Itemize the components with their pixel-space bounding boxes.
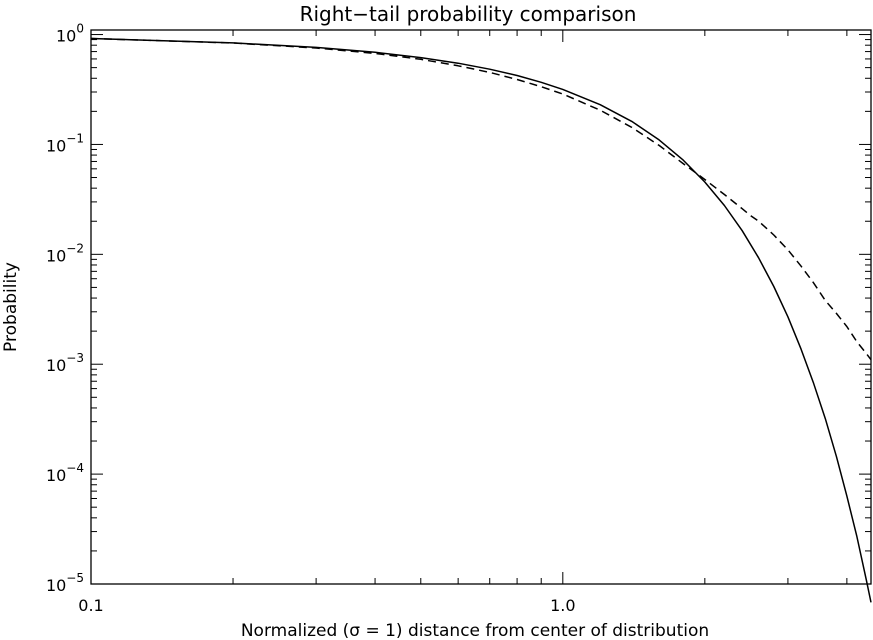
axis-tick-labels: 0.1 1.0 100 10−1 10−2 10−3 10−4 10−5 bbox=[46, 22, 576, 615]
y-tick-label: 10−4 bbox=[46, 461, 84, 485]
y-tick-label: 10−3 bbox=[46, 351, 84, 375]
y-tick-label: 10−2 bbox=[46, 241, 84, 265]
x-tick-label: 0.1 bbox=[78, 596, 103, 615]
chart-title: Right−tail probability comparison bbox=[300, 2, 637, 26]
x-axis-title: Normalized (σ = 1) distance from center … bbox=[241, 621, 709, 640]
y-tick-label: 100 bbox=[56, 22, 84, 46]
y-axis-title: Probability bbox=[1, 262, 21, 352]
data-lines bbox=[90, 37, 872, 603]
solid-series-line bbox=[90, 37, 872, 603]
y-tick-label: 10−5 bbox=[46, 571, 84, 595]
axis-ticks bbox=[90, 30, 871, 585]
dashed-series-line bbox=[90, 37, 872, 361]
y-tick-label: 10−1 bbox=[46, 131, 84, 155]
plot-frame bbox=[90, 29, 872, 585]
x-tick-label: 1.0 bbox=[550, 596, 575, 615]
